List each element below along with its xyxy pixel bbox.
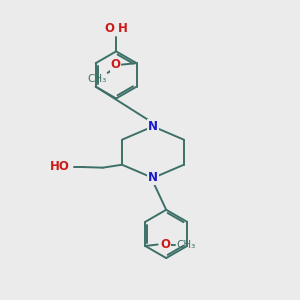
Text: N: N [148, 172, 158, 184]
Text: CH₃: CH₃ [176, 239, 195, 250]
Text: HO: HO [50, 160, 70, 173]
Text: CH₃: CH₃ [87, 74, 106, 84]
Text: O: O [160, 238, 170, 251]
Text: O: O [104, 22, 114, 35]
Text: H: H [118, 22, 128, 35]
Text: O: O [110, 58, 120, 71]
Text: N: N [148, 120, 158, 133]
